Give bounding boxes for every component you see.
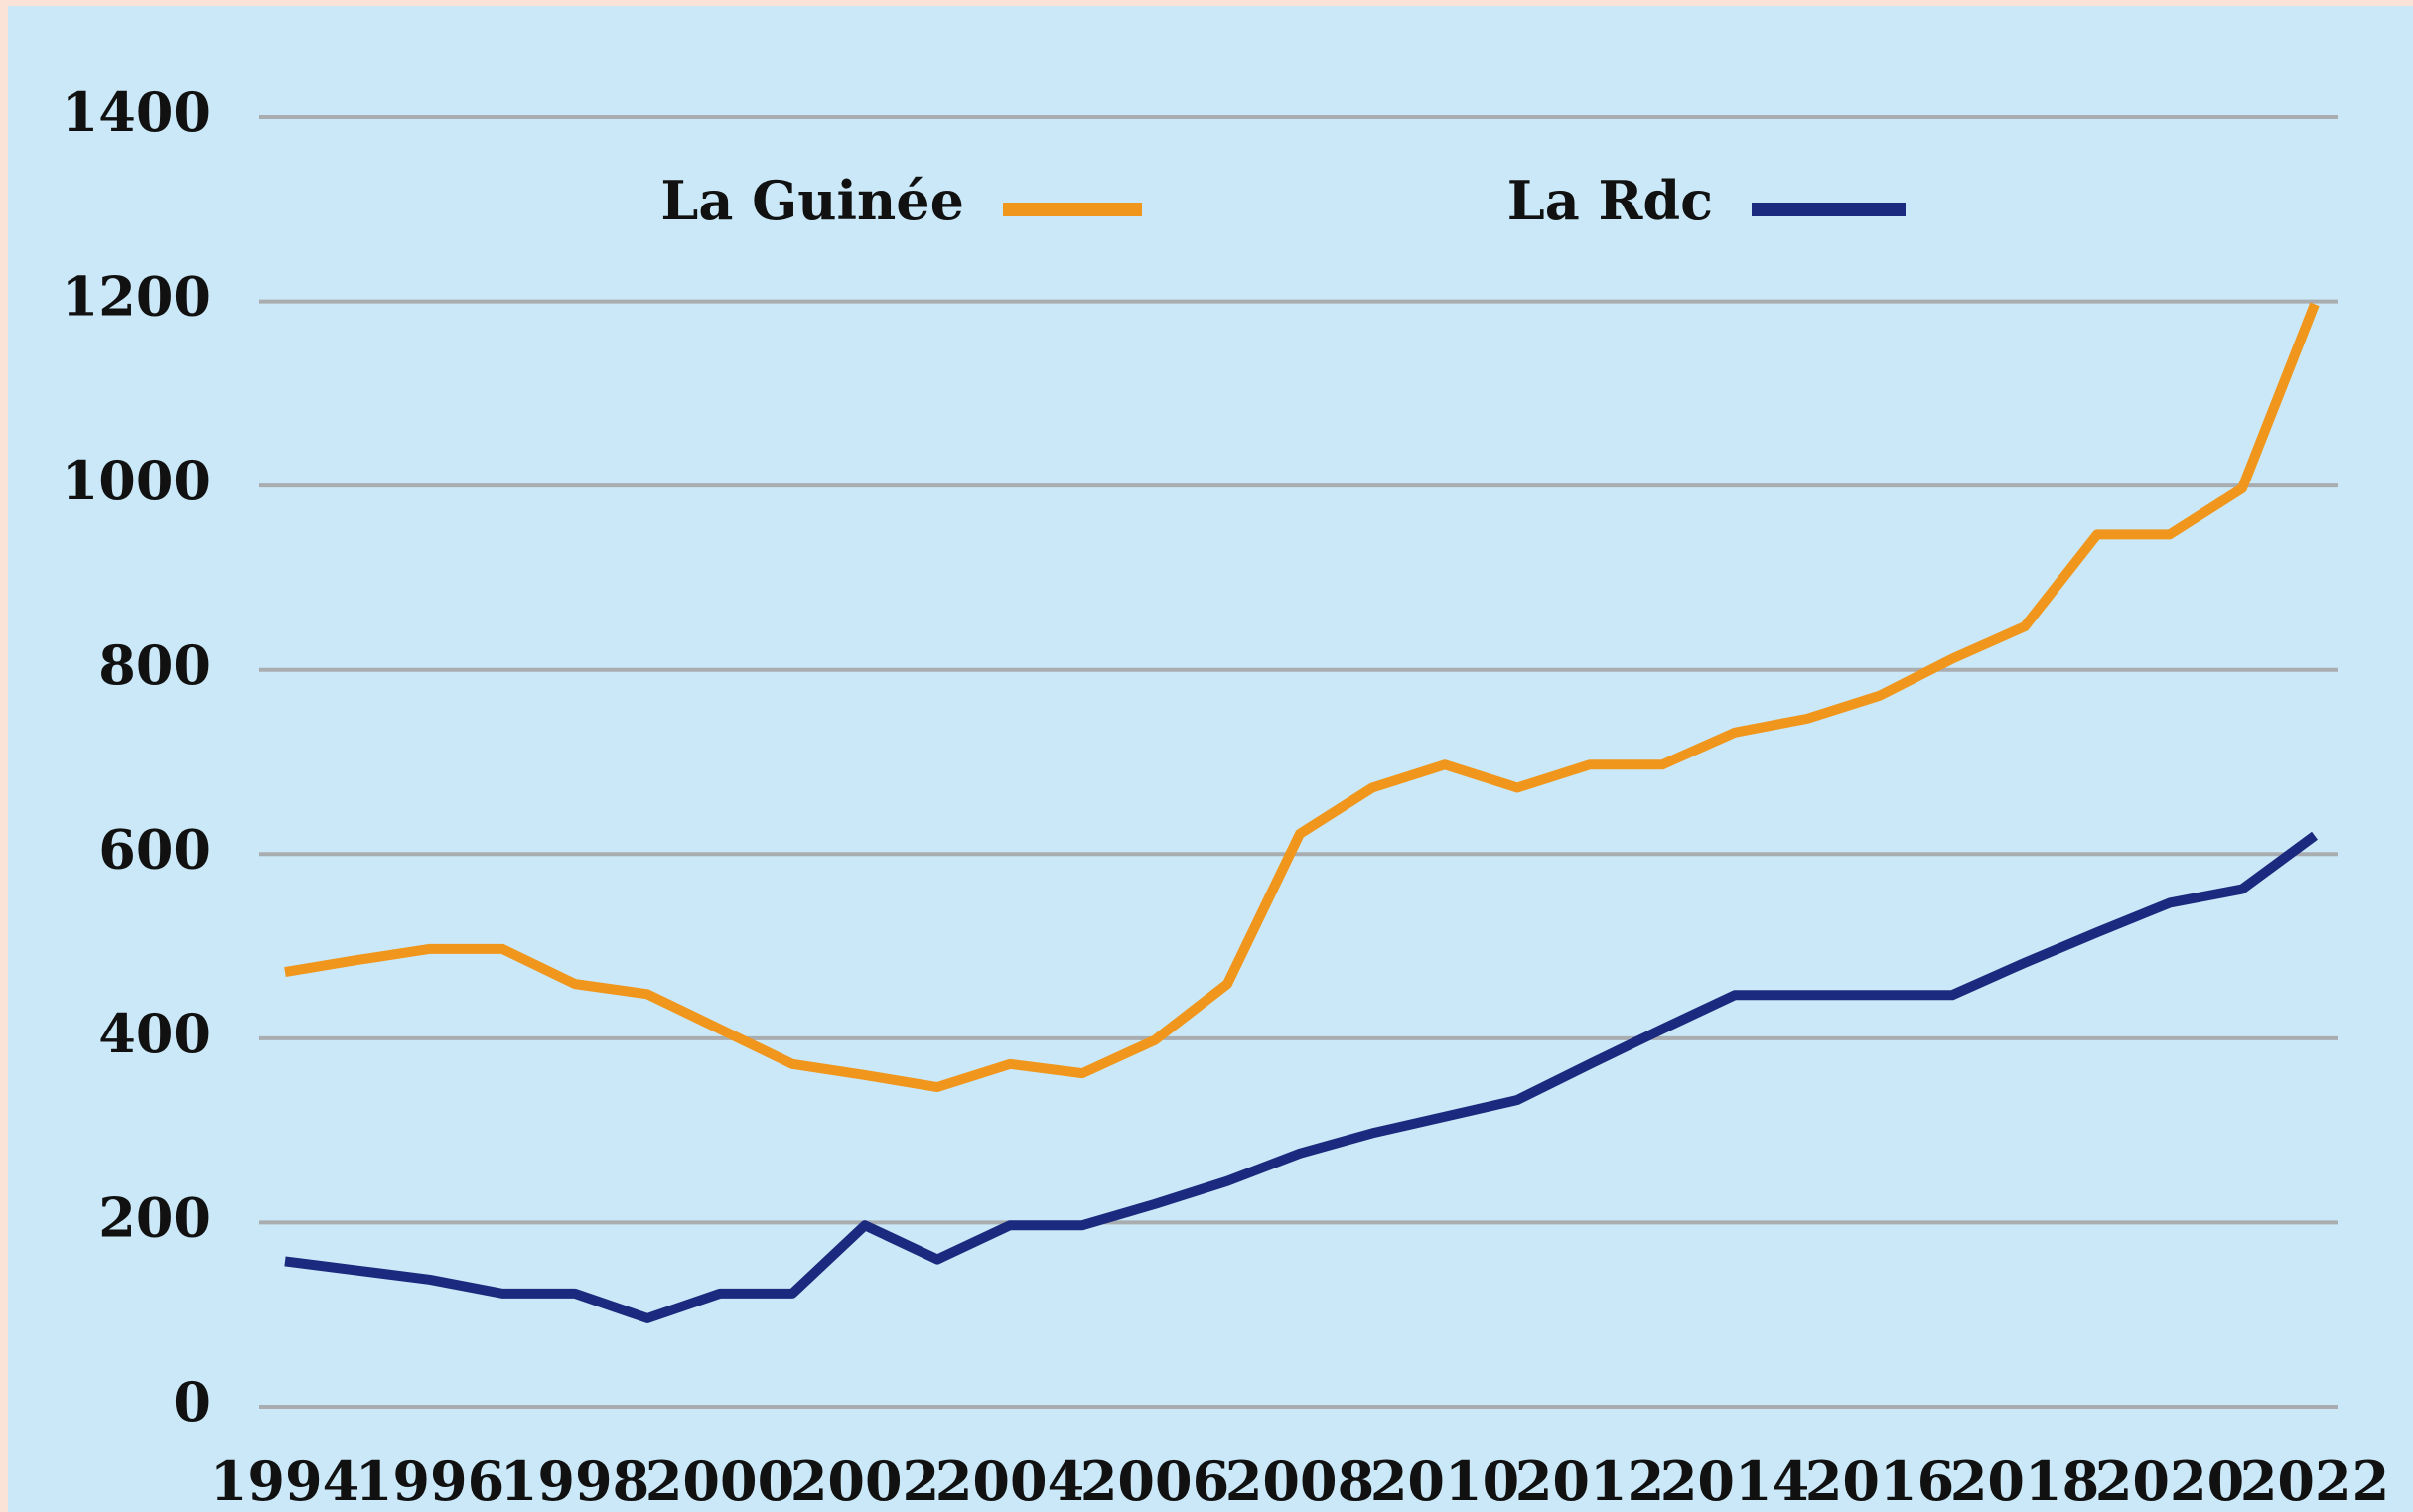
legend-label: La Guinée xyxy=(660,169,964,232)
series-line xyxy=(284,831,2318,1323)
x-tick-label: 2010 xyxy=(1370,1449,1519,1512)
legend-label: La Rdc xyxy=(1507,169,1713,232)
x-tick-label: 2002 xyxy=(790,1449,939,1512)
x-tick-label: 2000 xyxy=(645,1449,794,1512)
x-tick-label: 2012 xyxy=(1515,1449,1664,1512)
x-tick-label: 1996 xyxy=(355,1449,504,1512)
x-tick-label: 2004 xyxy=(935,1449,1084,1512)
x-tick-label: 2020 xyxy=(2095,1449,2244,1512)
x-tick-label: 2016 xyxy=(1805,1449,1954,1512)
y-tick-label: 600 xyxy=(98,817,211,881)
y-tick-label: 1200 xyxy=(62,265,211,329)
x-tick-label: 2018 xyxy=(1950,1449,2099,1512)
x-tick-label: 1994 xyxy=(211,1449,359,1512)
x-tick-label: 1998 xyxy=(500,1449,649,1512)
x-tick-label: 2014 xyxy=(1660,1449,1809,1512)
x-tick-label: 2022 xyxy=(2240,1449,2389,1512)
y-tick-label: 200 xyxy=(98,1186,211,1250)
y-tick-label: 1400 xyxy=(62,80,211,144)
y-tick-label: 0 xyxy=(173,1370,211,1434)
x-tick-label: 2006 xyxy=(1080,1449,1229,1512)
series-line xyxy=(284,302,2320,1093)
y-tick-label: 1000 xyxy=(62,449,211,512)
y-tick-label: 400 xyxy=(98,1002,211,1065)
x-tick-label: 2008 xyxy=(1225,1449,1374,1512)
y-tick-label: 800 xyxy=(98,633,211,697)
plot-background xyxy=(8,6,2413,1512)
